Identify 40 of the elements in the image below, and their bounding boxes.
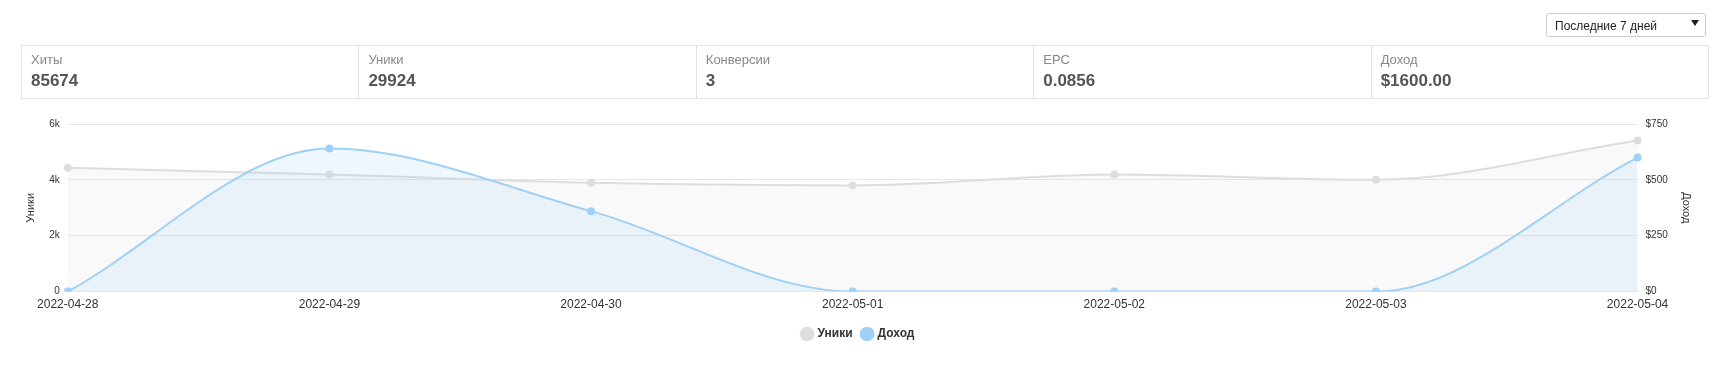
y-tick-label: 0 [54,285,61,297]
x-tick-label: 2022-05-04 [1606,297,1669,312]
point [848,181,857,190]
legend-label: Уники [817,326,853,341]
x-tick-label: 2022-04-30 [560,297,623,312]
text: $1600.00 [1380,71,1453,91]
y2-tick-label: $750 [1645,117,1669,129]
text: 0.0856 [1043,71,1097,91]
text: Уники [368,52,405,67]
point [1633,136,1642,145]
text: 29924 [368,71,417,91]
y-tick-label: 2k [49,229,61,241]
point [1371,175,1380,184]
text: Хиты [31,52,64,67]
text: Доход [1380,52,1419,67]
text: Конверсии [705,52,772,67]
point [1110,170,1119,179]
x-tick-label: 2022-05-02 [1083,297,1146,312]
x-tick-label: 2022-04-29 [298,297,361,312]
y2-axis-title: Доход [1681,192,1694,224]
point [325,170,334,179]
x-tick-label: 2022-05-03 [1345,297,1407,312]
y-tick-label: 4k [49,173,61,185]
point [1633,153,1642,162]
y-axis-title: Уники [23,192,36,223]
y-tick-label: 6k [49,117,61,129]
y2-tick-label: $0 [1645,285,1658,297]
point [587,178,596,187]
text: EPC [1043,52,1071,67]
legend-label: Доход [877,326,915,341]
dropdown: Последние 7 дней [1546,13,1706,37]
text: 85674 [31,71,80,91]
y2-tick-label: $500 [1645,173,1669,185]
x-tick-label: 2022-05-01 [821,297,884,312]
y2-tick-label: $250 [1645,229,1669,241]
point [325,144,334,153]
x-tick-label: 2022-04-28 [37,297,99,312]
point [63,163,72,172]
text: 3 [705,71,717,91]
point [587,207,596,216]
